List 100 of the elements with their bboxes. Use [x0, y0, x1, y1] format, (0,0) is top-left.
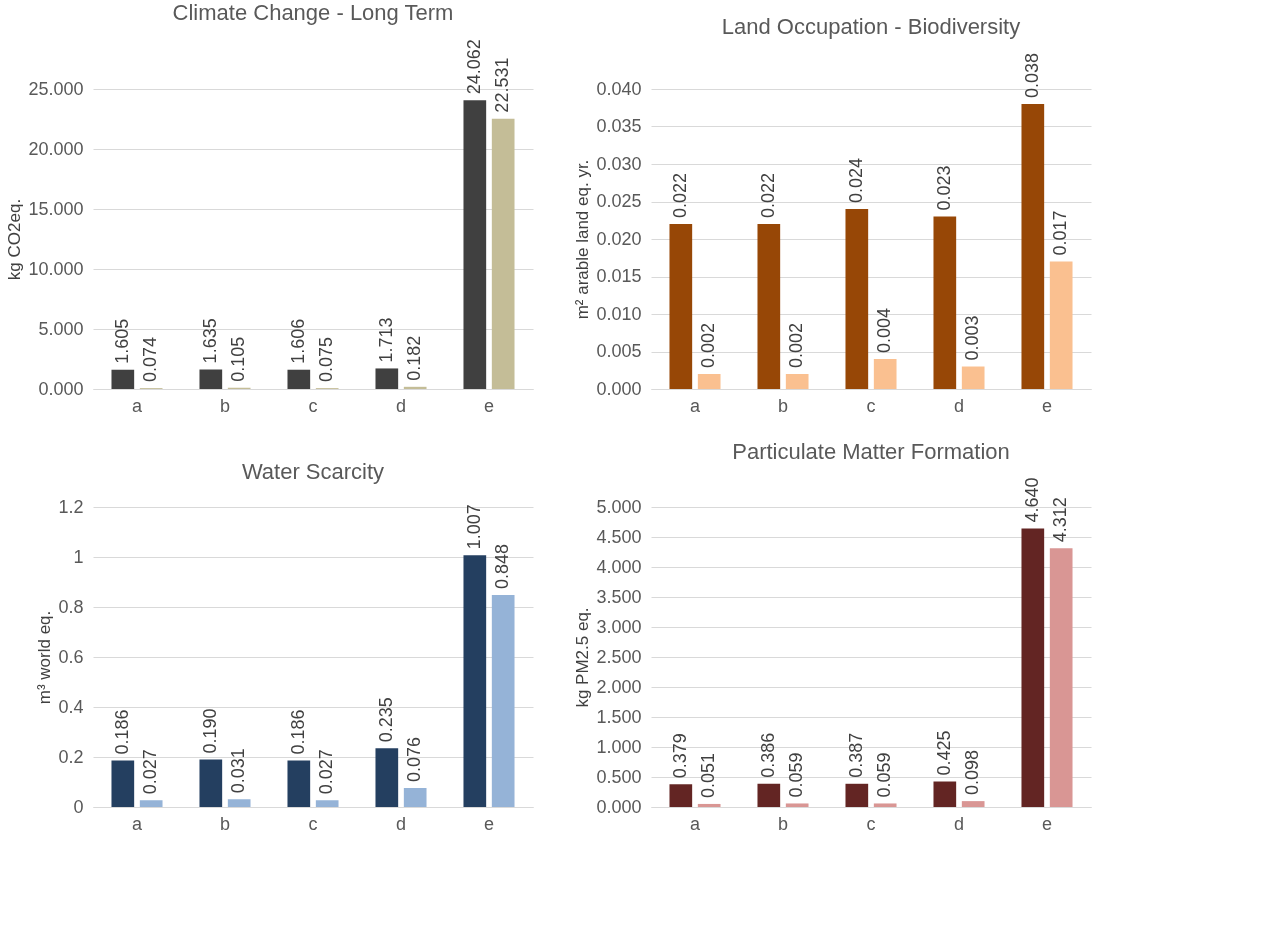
data-label: 0.182 — [404, 335, 425, 381]
bar — [199, 759, 223, 807]
data-label: 0.022 — [757, 172, 778, 218]
bar — [697, 803, 721, 807]
bar — [315, 800, 339, 807]
x-tick-label: a — [131, 813, 143, 834]
bar — [139, 800, 163, 807]
y-tick-label: 0.010 — [596, 303, 642, 324]
y-tick-label: 4.000 — [596, 556, 642, 577]
data-label: 0.186 — [111, 709, 132, 755]
bar — [111, 760, 135, 807]
bar — [463, 100, 487, 389]
data-label: 0.038 — [1021, 52, 1042, 98]
bar — [961, 366, 985, 389]
bar — [403, 788, 427, 807]
bar — [375, 748, 399, 807]
x-tick-label: c — [866, 813, 876, 834]
bar — [669, 224, 693, 389]
bar — [111, 369, 135, 389]
y-tick-label: 1.500 — [596, 706, 642, 727]
bar — [933, 781, 957, 807]
bar — [1021, 528, 1045, 807]
chart-title: Climate Change - Long Term — [172, 0, 454, 26]
y-tick-label: 2.000 — [596, 676, 642, 697]
data-label: 0.003 — [962, 315, 983, 361]
y-tick-label: 0.500 — [596, 766, 642, 787]
data-label: 0.425 — [933, 730, 954, 776]
data-label: 0.022 — [669, 172, 690, 218]
bar — [199, 369, 223, 389]
x-tick-label: e — [1041, 813, 1053, 834]
data-label: 0.002 — [698, 322, 719, 368]
y-tick-label: 0.025 — [596, 191, 642, 211]
bar — [873, 803, 897, 807]
bar — [933, 216, 957, 389]
x-tick-label: c — [866, 395, 876, 416]
data-label: 0.387 — [845, 732, 866, 778]
data-label: 0.190 — [199, 708, 220, 754]
data-label: 1.713 — [375, 317, 396, 363]
x-tick-label: d — [953, 813, 965, 834]
bar — [227, 799, 251, 807]
x-tick-label: a — [689, 813, 701, 834]
data-label: 0.023 — [933, 165, 954, 211]
y-tick-label: 0.2 — [58, 746, 84, 767]
data-label: 4.640 — [1021, 477, 1042, 523]
bar — [961, 801, 985, 807]
data-label: 0.105 — [228, 336, 249, 382]
data-label: 0.002 — [786, 322, 807, 368]
data-label: 4.312 — [1050, 497, 1071, 543]
bar — [669, 784, 693, 807]
bar — [287, 369, 311, 389]
y-tick-label: 5.000 — [596, 496, 642, 517]
y-tick-label: 0.040 — [596, 78, 642, 99]
y-tick-label: 0.020 — [596, 228, 642, 249]
x-tick-label: b — [219, 395, 231, 416]
data-label: 1.007 — [463, 504, 484, 550]
x-tick-label: b — [777, 813, 789, 834]
x-tick-label: d — [395, 395, 407, 416]
data-label: 0.098 — [962, 750, 983, 796]
data-label: 0.059 — [874, 752, 895, 798]
bar — [697, 374, 721, 389]
data-label: 0.848 — [492, 543, 513, 589]
chart-title: Land Occupation - Biodiversity — [721, 13, 1021, 39]
y-tick-label: 0.005 — [596, 341, 642, 361]
y-tick-label: 0.035 — [596, 116, 642, 136]
x-tick-label: b — [219, 813, 231, 834]
bar — [757, 224, 781, 389]
data-label: 0.051 — [698, 752, 719, 798]
bar — [287, 760, 311, 807]
y-axis-title: kg PM2.5 eq. — [573, 607, 593, 708]
y-tick-label: 4.500 — [596, 526, 642, 547]
data-label: 0.017 — [1050, 210, 1071, 256]
data-label: 1.606 — [287, 318, 308, 364]
y-tick-label: 0.030 — [596, 153, 642, 174]
data-label: 0.074 — [140, 337, 161, 383]
y-tick-label: 20.000 — [28, 138, 84, 159]
y-axis-title: m² arable land eq. yr. — [573, 159, 593, 320]
y-axis-title: kg CO2eq. — [5, 198, 25, 281]
data-label: 0.235 — [375, 697, 396, 743]
y-tick-label: 0.000 — [596, 796, 642, 817]
y-tick-label: 0 — [73, 796, 84, 817]
y-axis-title: m³ world eq. — [35, 610, 55, 705]
data-label: 0.075 — [316, 337, 337, 383]
bar — [757, 783, 781, 807]
y-tick-label: 0.015 — [596, 266, 642, 286]
y-tick-label: 10.000 — [28, 258, 84, 279]
y-tick-label: 0.000 — [38, 378, 84, 399]
y-tick-label: 2.500 — [596, 646, 642, 667]
data-label: 22.531 — [492, 57, 513, 113]
bar — [463, 555, 487, 807]
y-tick-label: 3.500 — [596, 586, 642, 607]
y-tick-label: 1.000 — [596, 736, 642, 757]
y-tick-label: 25.000 — [28, 78, 84, 99]
data-label: 0.004 — [874, 307, 895, 353]
bar — [873, 359, 897, 389]
x-tick-label: d — [953, 395, 965, 416]
x-tick-label: a — [689, 395, 701, 416]
x-tick-label: a — [131, 395, 143, 416]
bar — [785, 374, 809, 389]
chart-title: Particulate Matter Formation — [732, 438, 1010, 464]
data-label: 0.059 — [786, 752, 807, 798]
